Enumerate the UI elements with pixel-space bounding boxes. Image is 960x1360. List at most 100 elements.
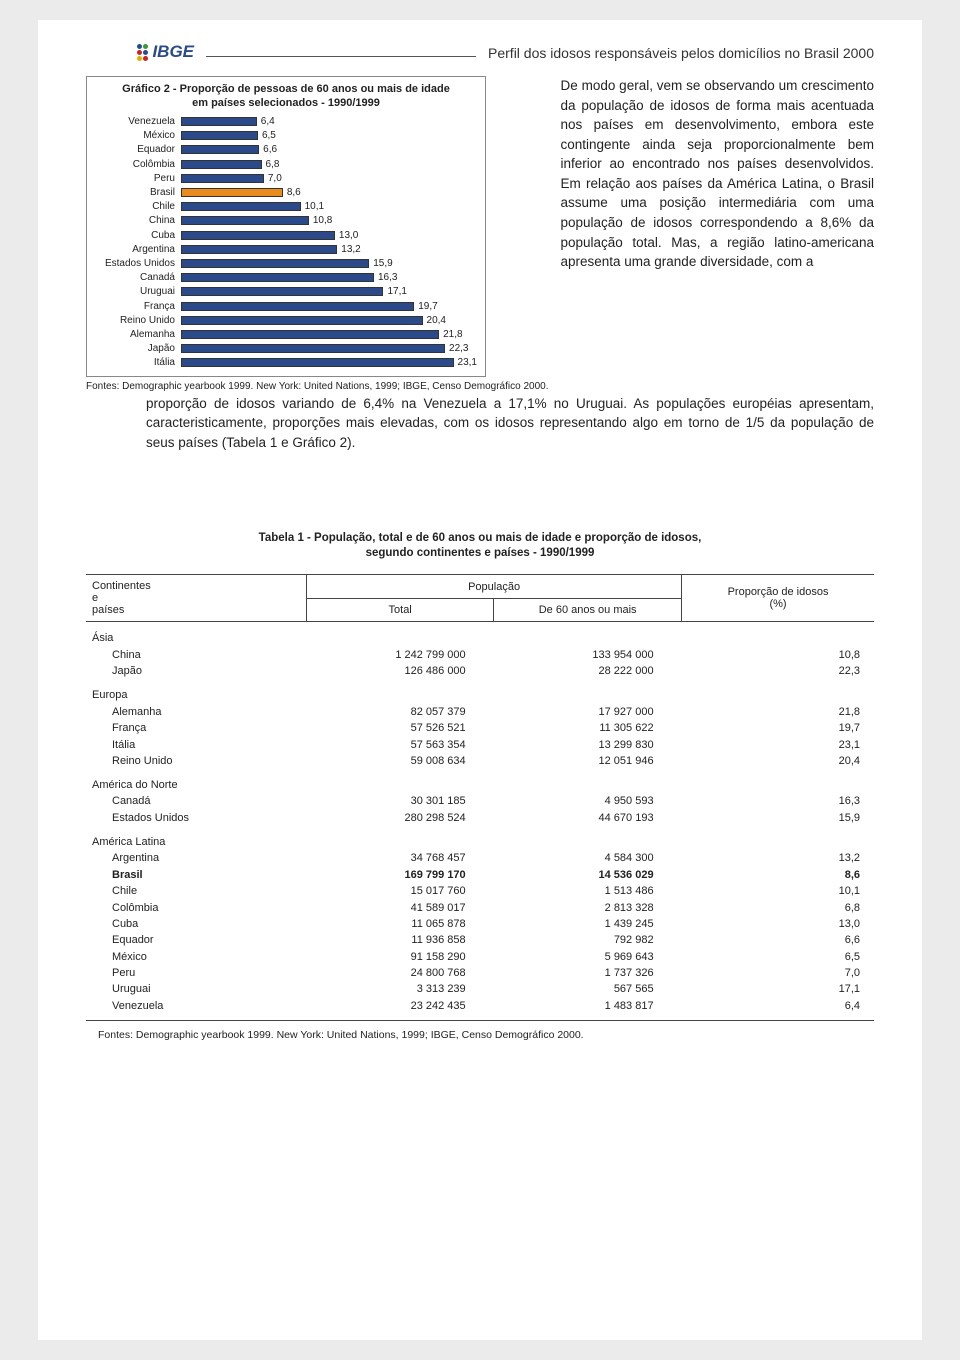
- cell-pct: 10,1: [682, 883, 874, 899]
- chart-category-label: Estados Unidos: [95, 258, 181, 269]
- cell-country: Chile: [86, 883, 307, 899]
- chart-bar-zone: 20,4: [181, 315, 477, 326]
- chart-category-label: Colômbia: [95, 159, 181, 170]
- cell-pct: 7,0: [682, 965, 874, 981]
- col-header-continentes: Continentes e países: [86, 575, 307, 622]
- logo-text: IBGE: [152, 42, 194, 62]
- chart-row: Estados Unidos15,9: [95, 256, 477, 270]
- chart-bars-container: Venezuela6,4México6,5Equador6,6Colômbia6…: [95, 115, 477, 370]
- cell-country: México: [86, 948, 307, 964]
- cell-60mais: 1 483 817: [494, 998, 682, 1021]
- cell-pct: 6,8: [682, 899, 874, 915]
- chart-category-label: Argentina: [95, 244, 181, 255]
- cell-60mais: 12 051 946: [494, 753, 682, 769]
- cell-country: Equador: [86, 932, 307, 948]
- chart-value-label: 10,8: [313, 215, 332, 226]
- table-row: Uruguai3 313 239567 56517,1: [86, 981, 874, 997]
- chart-value-label: 6,8: [266, 159, 280, 170]
- chart-value-label: 20,4: [427, 315, 446, 326]
- chart-bar: [181, 245, 337, 254]
- cell-60mais: 4 584 300: [494, 850, 682, 866]
- chart-bar: [181, 287, 383, 296]
- population-table: Continentes e países População Proporção…: [86, 574, 874, 1020]
- col-header-proporcao: Proporção de idosos (%): [682, 575, 874, 622]
- chart-bar: [181, 358, 454, 367]
- cell-country: Argentina: [86, 850, 307, 866]
- cell-total: 30 301 185: [307, 793, 494, 809]
- cell-country: Itália: [86, 736, 307, 752]
- table-row: Peru24 800 7681 737 3267,0: [86, 965, 874, 981]
- cell-pct: 10,8: [682, 647, 874, 663]
- table-row: Colômbia41 589 0172 813 3286,8: [86, 899, 874, 915]
- cell-country: Venezuela: [86, 998, 307, 1021]
- table-source: Fontes: Demographic yearbook 1999. New Y…: [86, 1029, 874, 1041]
- chart-value-label: 6,4: [261, 116, 275, 127]
- page-header: IBGE Perfil dos idosos responsáveis pelo…: [86, 42, 874, 62]
- chart-title: Gráfico 2 - Proporção de pessoas de 60 a…: [95, 83, 477, 111]
- chart-bar: [181, 117, 257, 126]
- cell-pct: 13,2: [682, 850, 874, 866]
- table-title-line1: Tabela 1 - População, total e de 60 anos…: [259, 532, 702, 544]
- table-group-header: América Latina: [86, 826, 874, 850]
- chart-value-label: 22,3: [449, 343, 468, 354]
- cell-pct: 21,8: [682, 704, 874, 720]
- cell-pct: 6,4: [682, 998, 874, 1021]
- chart-category-label: Cuba: [95, 230, 181, 241]
- chart-row: Equador 6,6: [95, 143, 477, 157]
- chart-bar: [181, 188, 283, 197]
- table-group-header: Europa: [86, 679, 874, 703]
- chart-value-label: 13,2: [341, 244, 360, 255]
- cell-total: 126 486 000: [307, 663, 494, 679]
- col-header-total: Total: [307, 598, 494, 622]
- cell-country: Uruguai: [86, 981, 307, 997]
- chart-source: Fontes: Demographic yearbook 1999. New Y…: [86, 381, 548, 392]
- table-row: China1 242 799 000133 954 00010,8: [86, 647, 874, 663]
- chart-value-label: 23,1: [458, 357, 477, 368]
- cell-country: China: [86, 647, 307, 663]
- chart-value-label: 10,1: [305, 201, 324, 212]
- cell-pct: 22,3: [682, 663, 874, 679]
- table-group-header: Ásia: [86, 622, 874, 647]
- chart-row: China 10,8: [95, 214, 477, 228]
- chart-bar-zone: 13,0: [181, 230, 477, 241]
- chart-value-label: 7,0: [268, 173, 282, 184]
- cell-total: 59 008 634: [307, 753, 494, 769]
- cell-total: 34 768 457: [307, 850, 494, 866]
- paragraph-continuation: proporção de idosos variando de 6,4% na …: [146, 394, 874, 453]
- chart-row: Venezuela6,4: [95, 115, 477, 129]
- chart-category-label: Equador: [95, 144, 181, 155]
- table-group-name: Ásia: [86, 622, 874, 647]
- cell-total: 24 800 768: [307, 965, 494, 981]
- cell-total: 3 313 239: [307, 981, 494, 997]
- chart-bar-zone: 23,1: [181, 357, 477, 368]
- cell-pct: 17,1: [682, 981, 874, 997]
- chart-bar-zone: 8,6: [181, 187, 477, 198]
- chart-category-label: França: [95, 301, 181, 312]
- chart-bar-zone: 10,1: [181, 201, 477, 212]
- chart-bar: [181, 302, 414, 311]
- cell-60mais: 17 927 000: [494, 704, 682, 720]
- table-row: Equador11 936 858792 9826,6: [86, 932, 874, 948]
- col-header-populacao: População: [307, 575, 682, 599]
- cell-60mais: 5 969 643: [494, 948, 682, 964]
- logo-dots-icon: [137, 44, 148, 61]
- table-row: Itália57 563 35413 299 83023,1: [86, 736, 874, 752]
- cell-pct: 13,0: [682, 916, 874, 932]
- cell-60mais: 1 737 326: [494, 965, 682, 981]
- chart-bar: [181, 131, 258, 140]
- chart-row: Argentina 13,2: [95, 242, 477, 256]
- chart-category-label: Peru: [95, 173, 181, 184]
- table-tabela-1: Tabela 1 - População, total e de 60 anos…: [86, 531, 874, 1041]
- cell-pct: 6,5: [682, 948, 874, 964]
- cell-pct: 15,9: [682, 810, 874, 826]
- chart-row: Uruguai17,1: [95, 285, 477, 299]
- chart-value-label: 6,6: [263, 144, 277, 155]
- table-title: Tabela 1 - População, total e de 60 anos…: [146, 531, 814, 561]
- cell-country: Estados Unidos: [86, 810, 307, 826]
- chart-row: Reino Unido20,4: [95, 313, 477, 327]
- chart-value-label: 6,5: [262, 130, 276, 141]
- chart-category-label: China: [95, 215, 181, 226]
- chart-bar-zone: 13,2: [181, 244, 477, 255]
- chart-bar: [181, 259, 369, 268]
- chart-row: Chile10,1: [95, 200, 477, 214]
